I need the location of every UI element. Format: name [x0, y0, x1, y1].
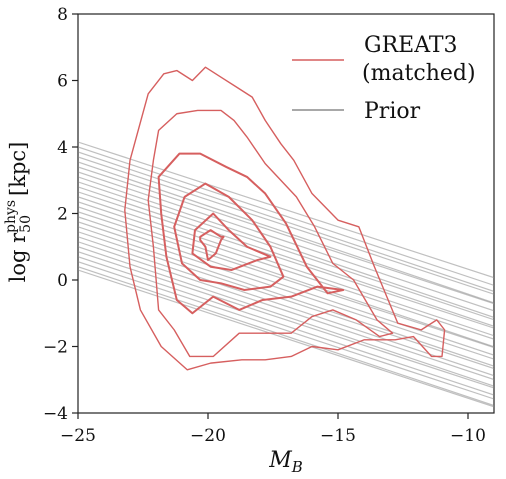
- prior-line: [78, 166, 494, 305]
- y-axis-label-sup: phys: [3, 200, 19, 233]
- y-tick-label: −4: [43, 404, 68, 424]
- great3-contour-level-1: [124, 66, 446, 371]
- x-ticks: −25 −20 −15 −10: [60, 413, 486, 446]
- y-tick-label: 4: [57, 138, 68, 158]
- legend: GREAT3 (matched) Prior: [292, 33, 476, 124]
- legend-label-great3-line1: GREAT3: [364, 33, 458, 58]
- x-axis-label: MB: [268, 448, 303, 476]
- prior-line: [78, 186, 494, 327]
- y-tick-label: 6: [57, 72, 68, 92]
- great3-contour-level-2: [147, 109, 394, 358]
- y-tick-label: −2: [43, 338, 68, 358]
- y-axis-label-sub: 50: [18, 215, 34, 233]
- prior-line: [78, 141, 494, 279]
- prior-line: [78, 206, 494, 348]
- great3-contour-level-3: [157, 152, 345, 315]
- prior-line: [78, 251, 494, 389]
- prior-line: [78, 201, 494, 340]
- x-tick-label: −25: [60, 426, 96, 446]
- legend-label-great3-line2: (matched): [362, 61, 476, 86]
- x-axis-label-main: M: [268, 448, 292, 473]
- prior-line: [78, 269, 494, 408]
- y-axis-label-main: log r: [6, 232, 30, 282]
- x-tick-label: −20: [190, 426, 226, 446]
- prior-line: [78, 191, 494, 329]
- y-tick-label: 8: [57, 5, 68, 25]
- legend-label-prior: Prior: [364, 99, 421, 124]
- x-axis-label-sub: B: [291, 458, 303, 476]
- prior-line: [78, 146, 494, 286]
- x-tick-label: −15: [320, 426, 356, 446]
- great3-contour-level-6: [199, 229, 225, 262]
- prior-line: [78, 151, 494, 292]
- prior-line: [78, 236, 494, 377]
- plot-area: [77, 13, 495, 414]
- prior-line: [78, 221, 494, 360]
- prior-line: [78, 241, 494, 381]
- prior-line: [78, 256, 494, 396]
- prior-line: [78, 176, 494, 318]
- prior-line: [78, 196, 494, 337]
- prior-line: [78, 246, 494, 387]
- y-axis-label: log r50phys [kpc]: [3, 142, 34, 283]
- prior-line: [78, 181, 494, 321]
- prior-line: [78, 211, 494, 349]
- prior-line: [78, 231, 494, 370]
- great3-contour-level-4: [173, 182, 285, 291]
- prior-line: [78, 171, 494, 312]
- great3-contours-layer: [124, 66, 446, 371]
- prior-lines-layer: [78, 141, 494, 408]
- prior-line: [78, 261, 494, 400]
- prior-line: [78, 161, 494, 304]
- prior-line: [78, 266, 494, 407]
- great3-contour-level-5: [191, 212, 272, 272]
- prior-line: [78, 216, 494, 356]
- y-tick-label: 2: [57, 205, 68, 225]
- y-ticks: −4 −2 0 2 4 6 8: [43, 5, 78, 424]
- x-tick-label: −10: [450, 426, 486, 446]
- y-axis-label-unit: [kpc]: [6, 142, 30, 196]
- y-tick-label: 0: [57, 271, 68, 291]
